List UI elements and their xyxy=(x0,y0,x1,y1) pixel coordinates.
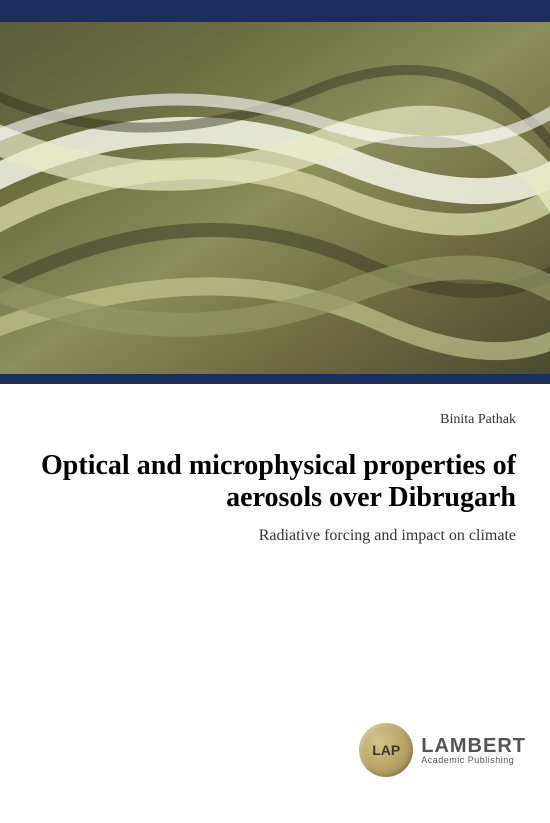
seal-text: LAP xyxy=(372,743,400,757)
cover-art xyxy=(0,22,550,374)
publisher-text-block: LAMBERT Academic Publishing xyxy=(421,736,526,765)
publisher-seal-icon: LAP xyxy=(359,723,413,777)
text-content-area: Binita Pathak Optical and microphysical … xyxy=(0,384,550,546)
top-accent-bar xyxy=(0,0,550,22)
publisher-tagline: Academic Publishing xyxy=(421,756,526,765)
author-name: Binita Pathak xyxy=(34,412,516,428)
abstract-ribbons-svg xyxy=(0,22,550,374)
book-title: Optical and microphysical properties of … xyxy=(34,450,516,514)
publisher-logo: LAP LAMBERT Academic Publishing xyxy=(359,723,526,777)
book-subtitle: Radiative forcing and impact on climate xyxy=(34,526,516,545)
cover-bottom-accent-bar xyxy=(0,374,550,384)
publisher-name: LAMBERT xyxy=(421,736,526,756)
